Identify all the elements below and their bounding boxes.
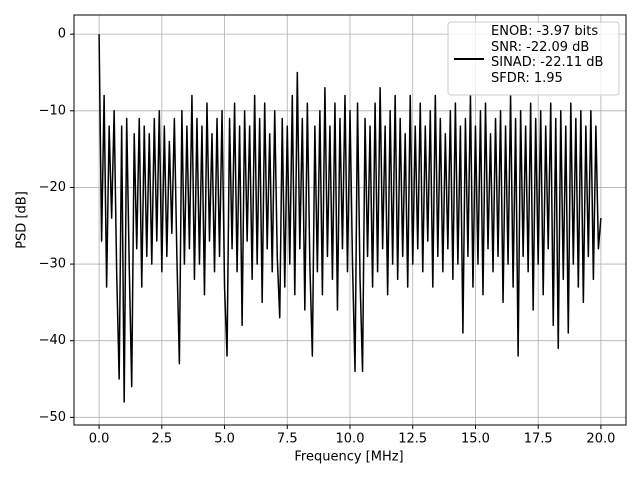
ticks: 0.0 2.5 5.0 7.5 10.0 12.5 15.0 17.5 20.0 0 −10 −20 −… [39,27,616,447]
y-tick-label: 0 [58,27,66,42]
plot-area [98,34,602,403]
x-tick-label: 10.0 [336,432,365,447]
x-tick-label: 17.5 [524,432,553,447]
y-tick-label: −10 [39,103,66,118]
y-tick-label: −40 [39,333,66,348]
line-series [98,34,602,403]
y-tick-label: −30 [39,257,66,272]
x-tick-label: 12.5 [398,432,427,447]
y-axis-label: PSD [dB] [15,191,30,249]
x-axis-label: Frequency [MHz] [294,450,403,465]
x-tick-label: 20.0 [586,432,615,447]
x-tick-label: 5.0 [214,432,235,447]
y-tick-label: −50 [39,410,66,425]
legend-box [447,21,620,96]
x-tick-label: 0.0 [89,432,110,447]
y-tick-label: −20 [39,180,66,195]
x-tick-label: 2.5 [151,432,172,447]
x-tick-label: 15.0 [461,432,490,447]
legend-label: ENOB: -3.97 bits SNR: -22.09 dB SINAD: -… [491,24,604,86]
x-tick-label: 7.5 [277,432,298,447]
